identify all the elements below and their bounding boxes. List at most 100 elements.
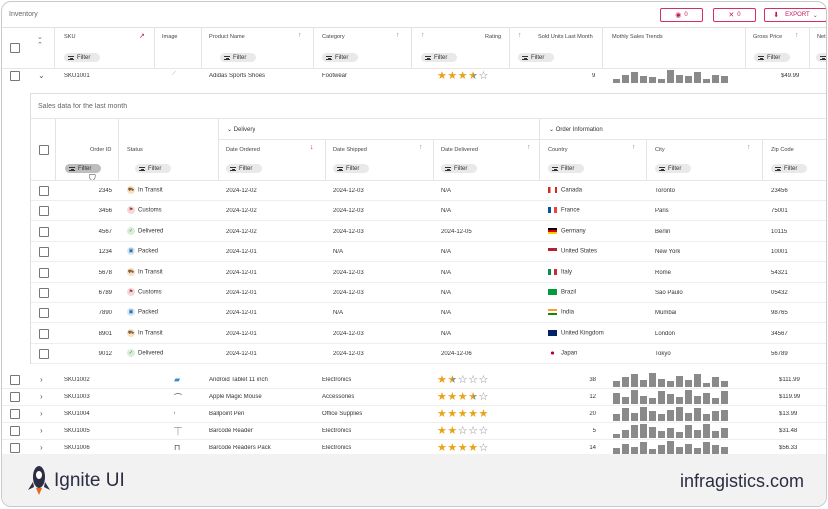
expand-row-icon[interactable]: › xyxy=(40,392,43,401)
sort-arrow-icon[interactable]: ↑ xyxy=(747,144,751,151)
expand-row-icon[interactable]: › xyxy=(40,443,43,452)
detail-row[interactable]: 1234 ▣ Packed 2024-12-01 N/A N/A United States… xyxy=(31,242,826,263)
detail-select-all-checkbox[interactable] xyxy=(39,145,49,155)
row-checkbox[interactable] xyxy=(10,426,20,436)
rating-stars[interactable]: ★★☆☆☆ xyxy=(437,374,489,386)
star-empty-icon[interactable]: ☆ xyxy=(468,374,479,386)
filter-net[interactable] xyxy=(816,53,826,62)
detail-row[interactable]: 5678 ⛟ In Transit 2024-12-01 2024-12-03 N/A It… xyxy=(31,263,826,283)
row-checkbox[interactable] xyxy=(39,226,49,237)
star-full-icon[interactable]: ★ xyxy=(457,391,469,403)
header-date-shipped[interactable]: Date Shipped xyxy=(333,147,367,153)
star-full-icon[interactable]: ★ xyxy=(457,70,469,82)
rating-stars[interactable]: ★★★★☆ xyxy=(437,442,489,454)
star-full-icon[interactable]: ★ xyxy=(457,442,469,454)
rating-stars[interactable]: ★★☆☆☆ xyxy=(437,425,489,437)
sort-arrow-icon[interactable]: ↑ xyxy=(795,32,799,39)
header-zip[interactable]: Zip Code xyxy=(771,147,794,153)
sort-arrow-icon[interactable]: ↑ xyxy=(527,144,531,151)
row-checkbox[interactable] xyxy=(39,288,49,298)
detail-row[interactable]: 7890 ▣ Packed 2024-12-01 N/A N/A India Mumbai 98… xyxy=(31,303,826,324)
row-checkbox[interactable] xyxy=(39,186,49,196)
select-all-checkbox[interactable] xyxy=(10,43,20,53)
collapse-row-icon[interactable]: ⌄ xyxy=(38,71,45,80)
filter-date-delivered[interactable]: Filter xyxy=(441,164,477,173)
filter-date-ordered[interactable]: Filter xyxy=(226,164,262,173)
export-button[interactable]: ⬇ EXPORT ⌄ xyxy=(764,8,826,22)
header-rating[interactable]: Rating xyxy=(485,34,502,40)
star-full-icon[interactable]: ★ xyxy=(447,70,458,82)
star-half-icon[interactable]: ★ xyxy=(447,374,458,386)
sort-arrow-icon[interactable]: ↑ xyxy=(396,32,400,39)
hidden-columns-button[interactable]: ◉ 0 xyxy=(660,8,703,22)
site-link[interactable]: infragistics.com xyxy=(679,471,804,491)
star-empty-icon[interactable]: ☆ xyxy=(457,374,469,386)
sort-arrow-icon[interactable]: ↑ xyxy=(632,144,636,151)
star-empty-icon[interactable]: ☆ xyxy=(457,425,469,437)
row-checkbox[interactable] xyxy=(10,375,20,385)
header-sold-units[interactable]: Sold Units Last Month xyxy=(538,34,593,40)
rating-stars[interactable]: ★★★★★ xyxy=(437,408,489,420)
row-checkbox[interactable] xyxy=(10,443,20,453)
detail-row[interactable]: 2345 ⛟ In Transit 2024-12-02 2024-12-03 N/A Ca… xyxy=(31,181,826,201)
table-row[interactable]: › SKU1003 ⌒ Apple Magic Mouse Accessories ★★★… xyxy=(2,389,826,406)
row-checkbox[interactable] xyxy=(39,247,49,258)
header-category[interactable]: Category xyxy=(322,34,345,40)
group-delivery[interactable]: ⌄ Delivery xyxy=(227,126,255,133)
rating-stars[interactable]: ★★★★☆ xyxy=(437,391,489,403)
header-country[interactable]: Country xyxy=(548,147,568,153)
star-full-icon[interactable]: ★ xyxy=(437,374,448,386)
filter-city[interactable]: Filter xyxy=(655,164,691,173)
row-checkbox[interactable] xyxy=(10,392,20,402)
star-full-icon[interactable]: ★ xyxy=(447,408,458,420)
star-full-icon[interactable]: ★ xyxy=(468,442,479,454)
header-gross-price[interactable]: Gross Price xyxy=(753,34,783,40)
rating-stars[interactable]: ★★★★☆ xyxy=(437,70,489,82)
header-status[interactable]: Status xyxy=(127,147,143,153)
star-full-icon[interactable]: ★ xyxy=(447,442,458,454)
header-image[interactable]: Image xyxy=(162,34,178,40)
detail-row[interactable]: 8901 ⛟ In Transit 2024-12-01 2024-12-03 N/A Un… xyxy=(31,324,826,344)
table-row[interactable]: ⌄ SKU1001 ⟋ Adidas Sports Shoes Footwear… xyxy=(2,68,826,84)
row-checkbox[interactable] xyxy=(10,409,20,419)
filter-price[interactable]: Filter xyxy=(754,53,790,62)
star-half-icon[interactable]: ★ xyxy=(468,70,479,82)
header-city[interactable]: City xyxy=(655,147,665,153)
detail-row[interactable]: 6789 ⚑ Customs 2024-12-01 2024-12-03 N/A Brazi… xyxy=(31,283,826,303)
filter-date-shipped[interactable]: Filter xyxy=(333,164,369,173)
header-order-id[interactable]: Order ID xyxy=(90,147,112,153)
header-sku[interactable]: SKU xyxy=(64,34,76,40)
sort-arrow-icon[interactable]: ↑ xyxy=(298,32,302,39)
detail-row[interactable]: 9012 ✓ Delivered 2024-12-01 2024-12-03 2024-1… xyxy=(31,344,826,365)
star-full-icon[interactable]: ★ xyxy=(437,442,448,454)
row-checkbox[interactable] xyxy=(39,206,49,217)
star-full-icon[interactable]: ★ xyxy=(447,391,458,403)
row-checkbox[interactable] xyxy=(10,71,20,81)
star-full-icon[interactable]: ★ xyxy=(468,408,479,420)
filter-zip[interactable]: Filter xyxy=(771,164,807,173)
filter-category[interactable]: Filter xyxy=(322,53,358,62)
star-full-icon[interactable]: ★ xyxy=(437,425,448,437)
sort-desc-icon[interactable]: ↓ xyxy=(310,144,314,151)
sort-arrow-icon[interactable]: ↑ xyxy=(518,32,522,39)
row-checkbox[interactable] xyxy=(39,328,49,339)
star-empty-icon[interactable]: ☆ xyxy=(478,391,489,403)
filter-product[interactable]: Filter xyxy=(220,53,256,62)
expand-row-icon[interactable]: › xyxy=(40,375,43,384)
filter-status[interactable]: Filter xyxy=(135,164,171,173)
star-empty-icon[interactable]: ☆ xyxy=(478,374,489,386)
star-full-icon[interactable]: ★ xyxy=(447,425,458,437)
filter-order-id[interactable]: Filter xyxy=(65,164,101,173)
group-order-info[interactable]: ⌄ Order Information xyxy=(549,126,603,133)
table-row[interactable]: › SKU1005 ⏉ Barcode Reader Electronics ★★☆☆☆ 5… xyxy=(2,423,826,440)
sort-arrow-icon[interactable]: ↑ xyxy=(419,144,423,151)
header-date-delivered[interactable]: Date Delivered xyxy=(441,147,478,153)
star-full-icon[interactable]: ★ xyxy=(437,408,448,420)
filter-rating[interactable]: Filter xyxy=(421,53,457,62)
star-empty-icon[interactable]: ☆ xyxy=(468,425,479,437)
sort-icon[interactable]: ↗ xyxy=(139,33,145,40)
table-row[interactable]: › SKU1002 ▰ Android Tablet 11 inch Electroni… xyxy=(2,372,826,389)
expand-row-icon[interactable]: › xyxy=(40,409,43,418)
filter-sold[interactable]: Filter xyxy=(518,53,554,62)
star-full-icon[interactable]: ★ xyxy=(437,70,448,82)
